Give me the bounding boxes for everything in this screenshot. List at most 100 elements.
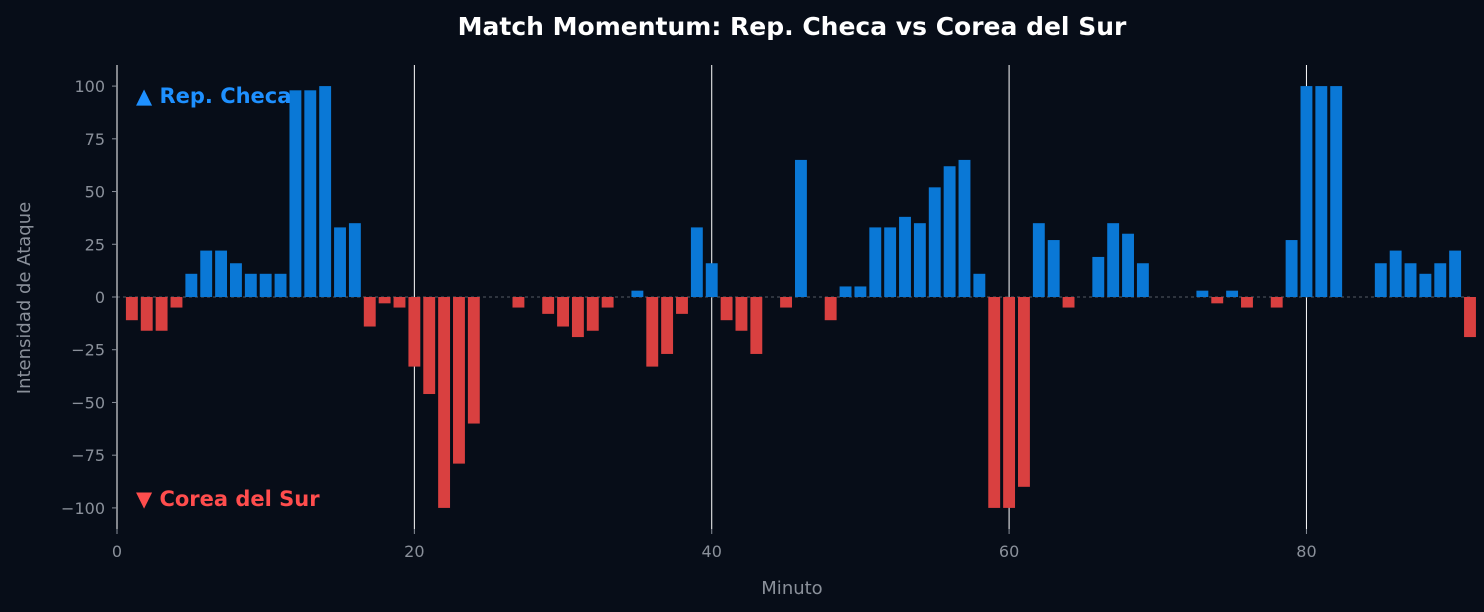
bar-team-a-min-49 [839, 286, 852, 297]
bar-team-b-min-22 [438, 297, 451, 508]
bar-team-b-min-59 [988, 297, 1001, 508]
bar-team-b-min-45 [780, 297, 793, 308]
legend-team-b: ▼ Corea del Sur [136, 487, 320, 511]
y-tick-label-0: 0 [95, 288, 105, 307]
bar-team-a-min-50 [854, 286, 867, 297]
bar-team-b-min-42 [735, 297, 748, 331]
bar-team-a-min-13 [304, 90, 317, 297]
y-tick-label-50: 50 [85, 183, 105, 202]
bar-team-a-min-79 [1285, 240, 1298, 297]
bar-team-a-min-58 [973, 273, 986, 297]
bar-team-b-min-1 [125, 297, 138, 321]
bar-team-a-min-14 [319, 86, 332, 297]
x-axis-label: Minuto [761, 578, 822, 599]
bar-team-b-min-43 [750, 297, 763, 354]
bar-team-a-min-68 [1122, 233, 1134, 297]
bar-team-a-min-5 [185, 273, 198, 297]
bar-team-b-min-91 [1464, 297, 1476, 338]
bar-team-b-min-18 [378, 297, 391, 304]
bar-team-b-min-61 [1018, 297, 1030, 487]
bar-team-b-min-31 [571, 297, 584, 338]
y-axis-label: Intensidad de Ataque [14, 202, 35, 394]
bar-team-a-min-82 [1330, 86, 1343, 297]
bar-team-a-min-56 [943, 166, 956, 297]
bar-team-b-min-32 [586, 297, 599, 331]
bar-team-a-min-62 [1032, 223, 1045, 297]
bar-team-a-min-7 [215, 250, 228, 297]
y-tick-label-75: 75 [85, 130, 105, 149]
bar-team-b-min-76 [1241, 297, 1253, 308]
bar-team-a-min-67 [1107, 223, 1120, 297]
bar-team-a-min-51 [869, 227, 882, 297]
bar-team-a-min-54 [913, 223, 926, 297]
bar-team-a-min-12 [289, 90, 302, 297]
bar-team-a-min-16 [348, 223, 361, 297]
y-tick-label--25: −25 [71, 341, 105, 360]
bar-team-a-min-75 [1226, 290, 1239, 297]
bar-team-a-min-52 [884, 227, 897, 297]
bar-team-b-min-37 [661, 297, 674, 354]
bar-team-b-min-19 [393, 297, 406, 308]
bar-team-a-min-46 [794, 159, 807, 297]
bar-team-a-min-15 [334, 227, 346, 297]
bar-team-a-min-6 [200, 250, 213, 297]
bar-team-a-min-88 [1419, 273, 1432, 297]
bar-team-b-min-21 [423, 297, 436, 395]
bar-team-b-min-29 [542, 297, 555, 314]
bar-team-a-min-89 [1434, 263, 1447, 297]
bar-team-b-min-64 [1062, 297, 1075, 308]
bar-team-a-min-66 [1092, 256, 1105, 297]
bar-team-a-min-10 [259, 273, 272, 297]
x-tick-label-20: 20 [404, 542, 424, 561]
bar-team-b-min-38 [676, 297, 688, 314]
bar-team-a-min-57 [958, 159, 971, 297]
bar-team-b-min-4 [170, 297, 183, 308]
bar-team-b-min-60 [1003, 297, 1016, 508]
bar-team-a-min-35 [631, 290, 644, 297]
y-tick-label--75: −75 [71, 446, 105, 465]
bar-team-a-min-81 [1315, 86, 1328, 297]
plot-area: 100 75 50 25 0 −25 −50 −75 −100 0 20 40 60 80 [61, 65, 1476, 561]
bar-team-b-min-74 [1211, 297, 1224, 304]
bar-team-a-min-11 [274, 273, 287, 297]
bar-team-a-min-53 [899, 216, 911, 297]
bar-team-a-min-9 [244, 273, 257, 297]
bar-team-b-min-41 [720, 297, 733, 321]
bar-team-a-min-73 [1196, 290, 1209, 297]
bar-team-a-min-39 [690, 227, 703, 297]
bar-team-a-min-90 [1449, 250, 1462, 297]
bar-team-a-min-85 [1374, 263, 1387, 297]
bar-team-a-min-87 [1404, 263, 1417, 297]
legend-team-a: ▲ Rep. Checa [136, 84, 291, 108]
x-tick-label-80: 80 [1296, 542, 1316, 561]
bar-team-b-min-30 [557, 297, 569, 327]
bar-team-a-min-86 [1389, 250, 1402, 297]
y-tick-label-100: 100 [74, 77, 105, 96]
bar-team-b-min-48 [824, 297, 837, 321]
bar-team-b-min-33 [601, 297, 614, 308]
bar-team-a-min-80 [1300, 86, 1313, 297]
y-tick-label--100: −100 [61, 499, 105, 518]
bar-team-a-min-63 [1047, 240, 1060, 297]
bar-team-b-min-2 [140, 297, 153, 331]
x-tick-label-0: 0 [112, 542, 122, 561]
bar-team-b-min-3 [155, 297, 168, 331]
bar-team-a-min-69 [1136, 263, 1149, 297]
bar-team-a-min-8 [230, 263, 242, 297]
y-tick-label--50: −50 [71, 393, 105, 412]
x-tick-label-40: 40 [702, 542, 722, 561]
bar-team-b-min-17 [363, 297, 376, 327]
bar-team-a-min-40 [705, 263, 718, 297]
bar-team-b-min-20 [408, 297, 421, 367]
bar-team-b-min-24 [467, 297, 480, 424]
bar-team-b-min-78 [1270, 297, 1283, 308]
chart-title: Match Momentum: Rep. Checa vs Corea del … [458, 12, 1127, 41]
bar-team-b-min-36 [646, 297, 659, 367]
bar-team-a-min-55 [928, 187, 941, 297]
x-tick-label-60: 60 [999, 542, 1019, 561]
bar-team-b-min-23 [453, 297, 465, 464]
y-tick-label-25: 25 [85, 235, 105, 254]
bar-team-b-min-27 [512, 297, 525, 308]
